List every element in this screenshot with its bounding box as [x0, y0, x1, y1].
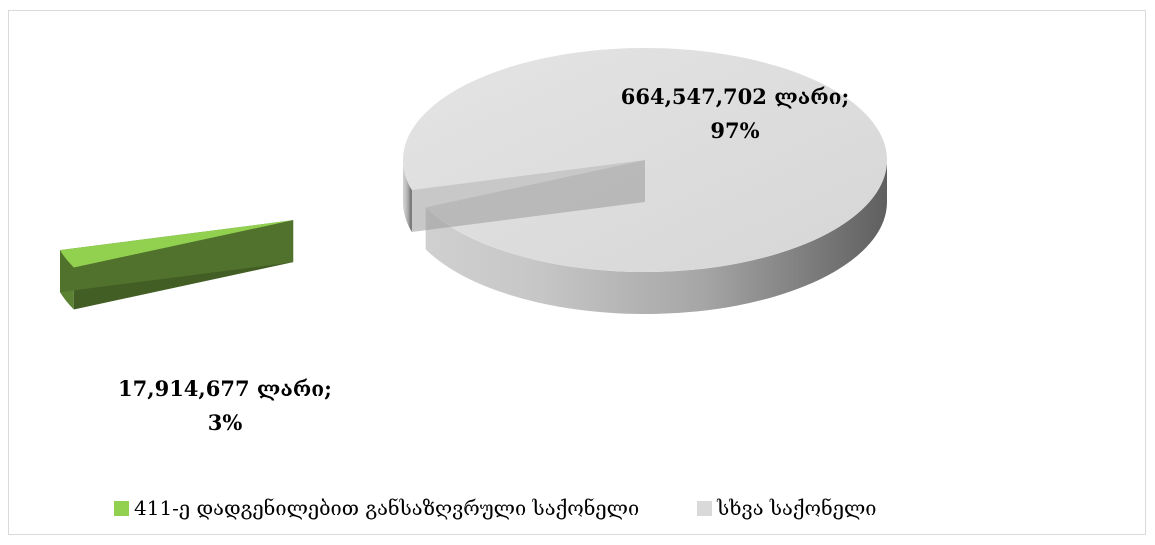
- pie-wall-411-1: [59, 220, 294, 293]
- slice-label-other-value: 664,547,702 ლარი;: [620, 84, 850, 109]
- pie-side-other: [403, 160, 412, 233]
- legend-item-other: სხვა საქონელი: [697, 496, 876, 520]
- legend: 411-ე დადგენილებით განსაზღვრული საქონელი…: [114, 496, 934, 520]
- pie-slice-411: [59, 220, 294, 310]
- slice-label-411-percent: 3%: [207, 410, 243, 435]
- pie-gap-wall-other: [411, 160, 645, 233]
- legend-item-411: 411-ე დადგენილებით განსაზღვრული საქონელი: [114, 496, 639, 520]
- pie-slice-other: [403, 48, 887, 314]
- legend-label-other: სხვა საქონელი: [717, 496, 877, 520]
- slice-label-411-value: 17,914,677 ლარი;: [118, 376, 332, 401]
- legend-label-411: 411-ე დადგენილებით განსაზღვრული საქონელი: [134, 496, 640, 520]
- pie-side-front-other: [425, 160, 887, 314]
- pie-top-411: [59, 220, 294, 268]
- legend-swatch-411: [114, 500, 129, 516]
- legend-swatch-other: [697, 500, 713, 516]
- slice-label-other: 664,547,702 ლარი; 97%: [600, 80, 870, 148]
- slice-label-411: 17,914,677 ლარი; 3%: [90, 372, 360, 440]
- slice-label-other-percent: 97%: [710, 118, 760, 143]
